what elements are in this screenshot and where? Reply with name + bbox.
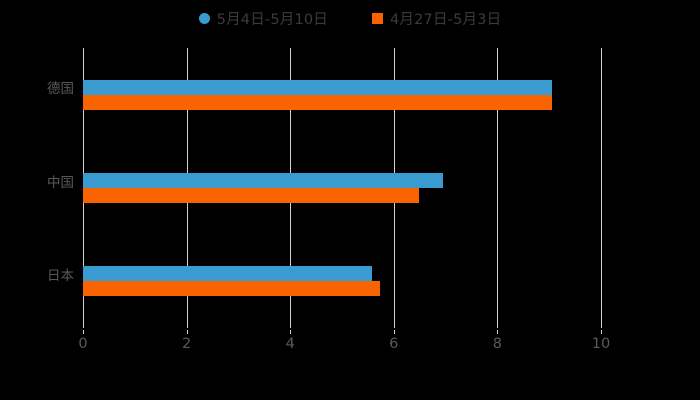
x-tick-mark	[186, 330, 188, 334]
y-axis-tick-label-1: 中国	[47, 174, 74, 191]
x-axis-tick-label-5: 10	[591, 336, 611, 352]
x-tick-mark	[393, 330, 395, 334]
x-axis-tick-label-1: 2	[181, 336, 192, 352]
x-axis-tick-label-3: 6	[389, 336, 399, 352]
x-gridline	[601, 48, 602, 328]
x-tick-mark	[290, 330, 292, 334]
bar-中国-series-1[interactable]	[83, 173, 443, 188]
x-axis-tick-label-2: 4	[285, 336, 295, 352]
legend-item-series-1[interactable]: 5月4日-5月10日	[198, 8, 328, 29]
legend-item-series-2[interactable]: 4月27日-5月3日	[372, 8, 501, 29]
y-axis-tick-label-0: 德国	[47, 81, 74, 98]
x-axis-tick-label-0: 0	[78, 336, 88, 352]
legend-label-series-2: 4月27日-5月3日	[390, 12, 502, 28]
chart-legend: 5月4日-5月10日 4月27日-5月3日	[0, 8, 700, 29]
x-tick-mark	[83, 330, 84, 334]
legend-label-series-1: 5月4日-5月10日	[216, 12, 328, 28]
x-tick-mark	[601, 330, 602, 334]
legend-circle-marker-icon	[198, 13, 210, 24]
legend-square-marker-icon	[372, 13, 383, 24]
x-tick-mark	[497, 330, 499, 334]
y-axis-tick-label-2: 日本	[47, 267, 74, 284]
y-axis-tick-labels: 德国 中国 日本	[0, 48, 74, 328]
bar-日本-series-2[interactable]	[83, 281, 380, 297]
bar-德国-series-2[interactable]	[83, 94, 552, 110]
bar-日本-series-1[interactable]	[83, 266, 373, 282]
x-axis-tick-labels: 0 2 4 6 8 10	[78, 330, 610, 360]
x-axis-tick-label-4: 8	[492, 336, 503, 352]
bar-中国-series-2[interactable]	[83, 188, 419, 203]
x-gridline	[497, 48, 499, 328]
plot-area	[83, 48, 602, 328]
bar-德国-series-1[interactable]	[83, 79, 552, 95]
